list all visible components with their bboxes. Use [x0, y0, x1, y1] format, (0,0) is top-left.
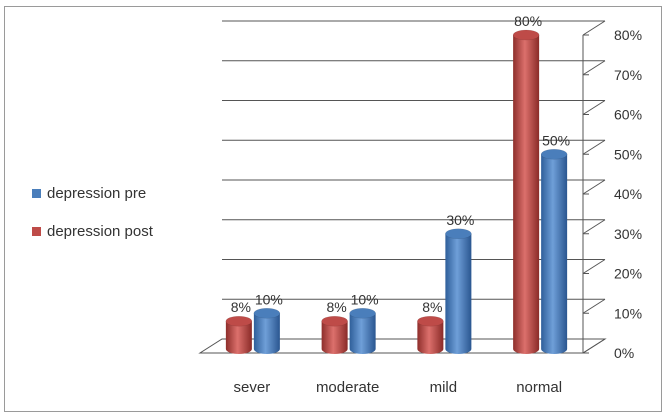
x-tick-label: moderate: [316, 379, 379, 396]
bar-depression-post: [225, 315, 253, 354]
y-tick-label: 0%: [614, 345, 634, 361]
gridline-side: [582, 219, 606, 235]
legend-swatch: [32, 227, 41, 236]
y-tick-label: 10%: [614, 305, 642, 321]
bar-depression-post: [417, 315, 444, 354]
gridline-side: [582, 179, 606, 195]
gridline-side: [582, 139, 606, 155]
data-label: 8%: [422, 299, 442, 315]
data-label: 10%: [351, 291, 379, 307]
data-label: 8%: [327, 299, 347, 315]
bar-depression-pre: [540, 149, 568, 354]
data-label: 10%: [255, 291, 283, 307]
gridline-side: [582, 60, 606, 76]
y-tick-label: 30%: [614, 226, 642, 242]
bar-depression-post: [321, 315, 348, 354]
y-tick-label: 80%: [614, 27, 642, 43]
legend: depression pre depression post: [32, 185, 154, 240]
bar-depression-post: [512, 29, 540, 354]
gridline-side: [582, 20, 606, 36]
bar-depression-pre: [349, 308, 376, 354]
gridline-side: [582, 259, 606, 274]
bar-depression-pre: [445, 228, 472, 354]
x-tick-label: sever: [234, 379, 271, 396]
data-label: 30%: [446, 212, 474, 228]
y-tick-label: 60%: [614, 107, 642, 123]
gridline-side: [582, 100, 606, 115]
y-tick-label: 50%: [614, 146, 642, 162]
y-tick-label: 40%: [614, 186, 642, 202]
data-label: 8%: [231, 299, 251, 315]
bar-depression-pre: [253, 308, 281, 354]
legend-swatch: [32, 189, 41, 198]
legend-label: depression pre: [47, 185, 146, 202]
bars: 8% 10% 8% 10% 8%30%80%50%: [225, 13, 570, 354]
y-tick-label: 20%: [614, 266, 642, 282]
x-axis: sever moderate mild normal: [234, 379, 563, 396]
y-tick-label: 70%: [614, 67, 642, 83]
x-tick-label: normal: [516, 379, 562, 396]
gridline-side: [582, 298, 606, 314]
data-label: 80%: [514, 13, 542, 29]
legend-label: depression post: [47, 223, 154, 240]
y-axis: 0% 10% 20% 30% 40% 50% 60% 70% 80%: [582, 27, 642, 361]
data-label: 50%: [542, 132, 570, 148]
x-tick-label: mild: [430, 379, 458, 396]
